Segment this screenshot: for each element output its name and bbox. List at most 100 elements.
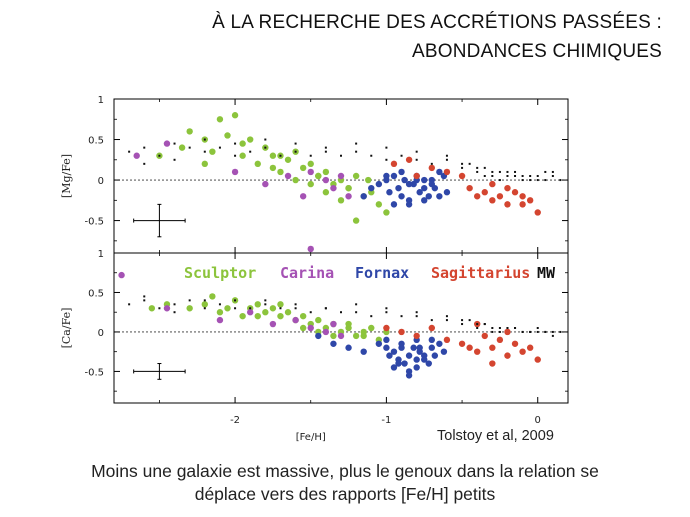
sagittarius-point <box>489 197 496 204</box>
sculptor-point <box>352 172 360 180</box>
sagittarius-point <box>474 193 481 200</box>
sculptor-point <box>375 201 383 208</box>
mw-point <box>445 158 448 161</box>
sculptor-point <box>262 309 269 316</box>
sagittarius-point <box>398 328 405 336</box>
mw-point <box>158 307 161 310</box>
mw-point <box>143 299 146 302</box>
sagittarius-point <box>496 336 504 344</box>
carina-point <box>322 328 330 336</box>
mw-point <box>324 307 327 310</box>
x-tick-label: 0 <box>535 415 541 426</box>
sculptor-point <box>201 301 208 308</box>
mw-point <box>143 295 146 298</box>
mw-point <box>544 330 547 333</box>
legend-entry-mw: MW <box>537 264 556 282</box>
mw-point <box>279 307 282 310</box>
sculptor-point <box>269 152 277 159</box>
mw-point <box>529 330 532 333</box>
sagittarius-point <box>405 156 413 163</box>
sculptor-point <box>345 320 352 328</box>
fornax-point <box>405 201 413 208</box>
carina-point <box>269 320 277 328</box>
mw-point <box>476 170 479 173</box>
carina-point <box>330 184 337 192</box>
mw-point <box>234 299 237 302</box>
sagittarius-point <box>466 344 473 351</box>
sagittarius-point <box>443 168 451 176</box>
mw-point <box>234 307 237 310</box>
sagittarius-point <box>526 344 534 351</box>
mw-point <box>521 175 524 177</box>
mw-point <box>173 311 176 314</box>
fornax-point <box>360 193 367 200</box>
mw-point <box>264 138 267 141</box>
mw-point <box>355 311 358 314</box>
mw-point <box>294 150 297 153</box>
legend-entry-sculptor: Sculptor <box>184 264 256 282</box>
carina-point <box>262 180 269 188</box>
mw-point <box>324 150 327 153</box>
sculptor-point <box>254 160 261 168</box>
mw-point <box>355 303 358 306</box>
mw-point <box>491 170 494 173</box>
sagittarius-point <box>504 352 511 359</box>
fornax-point <box>436 168 443 176</box>
mw-point <box>128 150 131 153</box>
fornax-point <box>395 360 402 367</box>
mw-point <box>203 138 206 141</box>
mw-point <box>173 303 176 306</box>
fornax-point <box>428 344 435 351</box>
sculptor-point <box>292 176 299 184</box>
sculptor-point <box>209 293 216 300</box>
mw-point <box>143 146 146 149</box>
chart-legend: Sculptor Carina Fornax Sagittarius MW <box>184 264 556 282</box>
fornax-point <box>428 180 435 188</box>
mw-point <box>514 170 517 173</box>
sagittarius-point <box>504 201 511 208</box>
mw-point <box>385 146 388 149</box>
carina-point <box>163 140 171 147</box>
fornax-point <box>390 172 398 180</box>
citation: Tolstoy et al, 2009 <box>437 428 554 444</box>
sagittarius-point <box>534 356 541 363</box>
fornax-point <box>425 360 432 367</box>
sagittarius-point <box>474 348 481 355</box>
mw-point <box>415 150 418 153</box>
mw-point <box>370 154 373 157</box>
sculptor-point <box>254 312 261 320</box>
mw-point <box>491 327 494 329</box>
sculptor-point <box>330 332 337 340</box>
slide-caption: Moins une galaxie est massive, plus le g… <box>0 460 690 506</box>
mw-point <box>400 154 403 157</box>
mw-point <box>249 307 252 310</box>
mw-point <box>188 299 191 302</box>
mw-point <box>483 175 486 177</box>
mw-point <box>294 307 297 310</box>
fornax-point <box>383 344 390 351</box>
carina-point <box>163 305 171 312</box>
mw-point <box>173 158 176 161</box>
y-tick-label: 0.5 <box>88 136 104 147</box>
caption-line2: déplace vers des rapports [Fe/H] petits <box>194 484 496 504</box>
sculptor-point <box>352 332 360 340</box>
fornax-point <box>398 340 405 347</box>
sagittarius-point <box>428 324 435 332</box>
mw-point <box>294 142 297 145</box>
chart-marks: 1 0.5 0 -0.5 [Mg/Fe] 1 0.5 0 -0.5 [Ca/Fe] -2 -1 0 [Fe… <box>60 95 568 443</box>
mw-point <box>514 175 517 177</box>
sagittarius-point <box>489 180 496 188</box>
y-axis-label: [Mg/Fe] <box>60 154 73 198</box>
sagittarius-point <box>511 189 519 196</box>
mw-point <box>173 142 176 145</box>
sculptor-point <box>239 140 246 147</box>
mw-point <box>279 154 282 157</box>
fornax-point <box>401 176 408 184</box>
sculptor-point <box>315 316 322 324</box>
sculptor-point <box>277 168 284 176</box>
carina-point <box>299 193 307 200</box>
fornax-point <box>440 348 448 355</box>
sculptor-point <box>186 128 193 135</box>
legend-entry-sagittarius: Sagittarius <box>431 264 530 282</box>
